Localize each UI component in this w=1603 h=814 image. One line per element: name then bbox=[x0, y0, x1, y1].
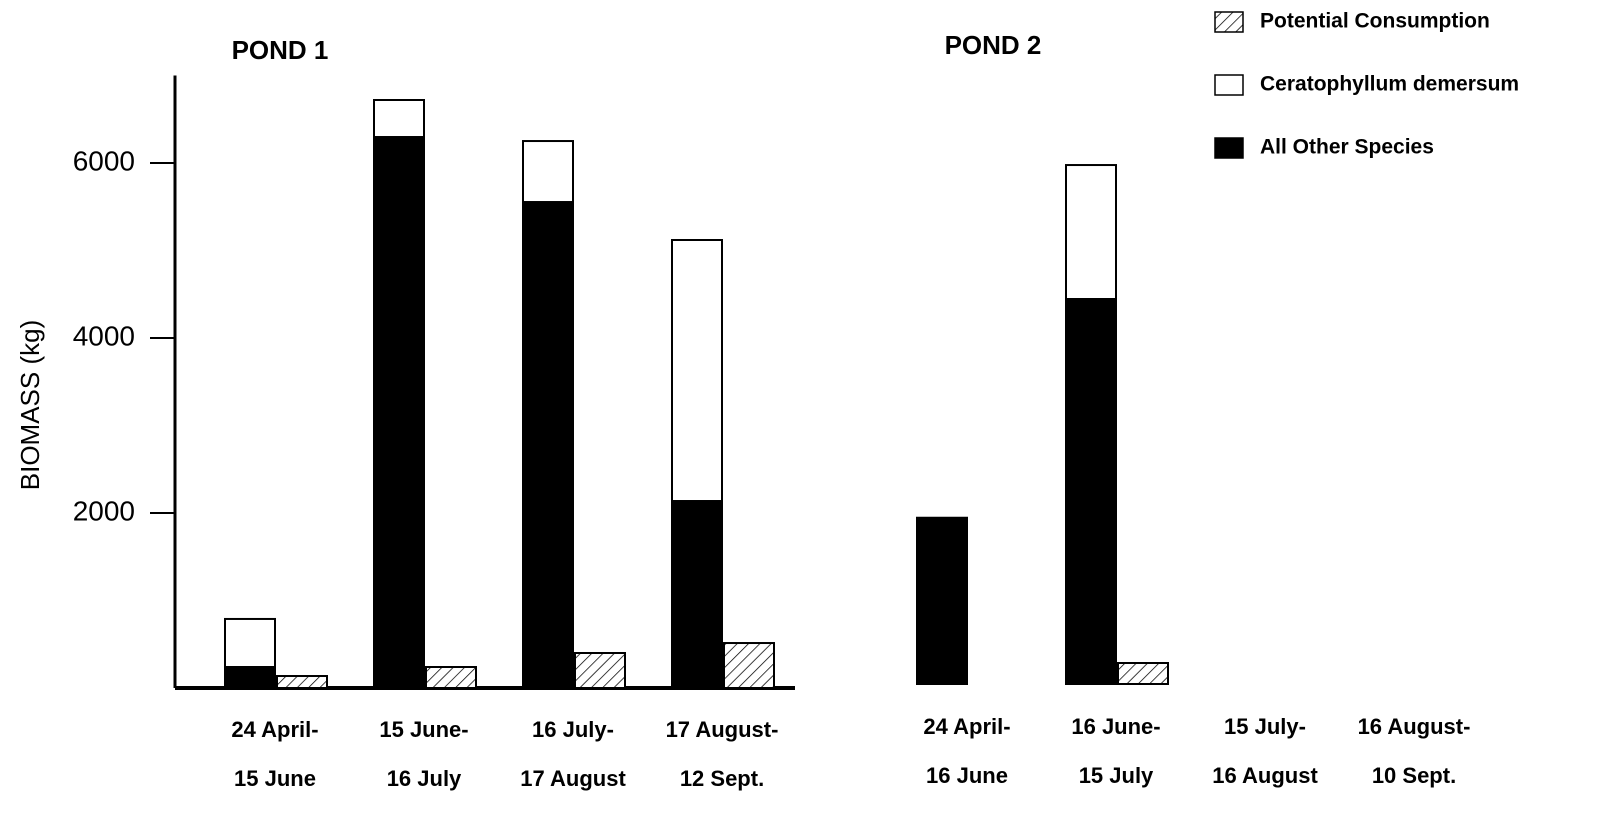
bar bbox=[224, 666, 276, 689]
bar bbox=[1117, 662, 1169, 685]
legend-label: Ceratophyllum demersum bbox=[1260, 73, 1519, 96]
x-tick-label: 16 August bbox=[1212, 763, 1318, 788]
bar bbox=[373, 136, 425, 689]
x-tick-label: 24 April- bbox=[231, 717, 318, 742]
bar bbox=[522, 201, 574, 689]
bar bbox=[671, 500, 723, 690]
x-tick-label: 15 June bbox=[234, 766, 316, 791]
bar bbox=[574, 652, 626, 689]
bar bbox=[522, 140, 574, 204]
y-tick-label: 4000 bbox=[73, 320, 135, 351]
bar bbox=[224, 617, 276, 669]
x-tick-label: 16 June- bbox=[1071, 714, 1160, 739]
bar bbox=[916, 516, 968, 685]
bar bbox=[1065, 164, 1117, 300]
x-tick-label: 16 July- bbox=[532, 717, 614, 742]
y-axis-label: BIOMASS (kg) bbox=[15, 320, 45, 490]
x-tick-label: 10 Sept. bbox=[1372, 763, 1456, 788]
y-tick-label: 6000 bbox=[73, 145, 135, 176]
bar bbox=[425, 666, 477, 689]
legend-label: Potential Consumption bbox=[1260, 10, 1490, 33]
legend-swatch bbox=[1214, 11, 1244, 33]
legend-label: All Other Species bbox=[1260, 136, 1434, 159]
bar bbox=[1065, 298, 1117, 685]
x-tick-label: 16 June bbox=[926, 763, 1008, 788]
chart-title: POND 1 bbox=[232, 35, 329, 65]
x-tick-label: 16 July bbox=[387, 766, 462, 791]
legend-swatch bbox=[1214, 137, 1244, 159]
x-tick-label: 12 Sept. bbox=[680, 766, 764, 791]
bar bbox=[671, 239, 723, 503]
x-tick-label: 15 July- bbox=[1224, 714, 1306, 739]
x-tick-label: 16 August- bbox=[1358, 714, 1471, 739]
chart-title: POND 2 bbox=[945, 30, 1042, 60]
x-tick-label: 15 July bbox=[1079, 763, 1154, 788]
x-tick-label: 15 June- bbox=[379, 717, 468, 742]
bar bbox=[276, 675, 328, 690]
legend-swatch bbox=[1214, 74, 1244, 96]
bar bbox=[373, 99, 425, 139]
x-tick-label: 17 August- bbox=[666, 717, 779, 742]
y-tick-label: 2000 bbox=[73, 495, 135, 526]
bar bbox=[723, 642, 775, 690]
x-tick-label: 17 August bbox=[520, 766, 626, 791]
x-tick-label: 24 April- bbox=[923, 714, 1010, 739]
